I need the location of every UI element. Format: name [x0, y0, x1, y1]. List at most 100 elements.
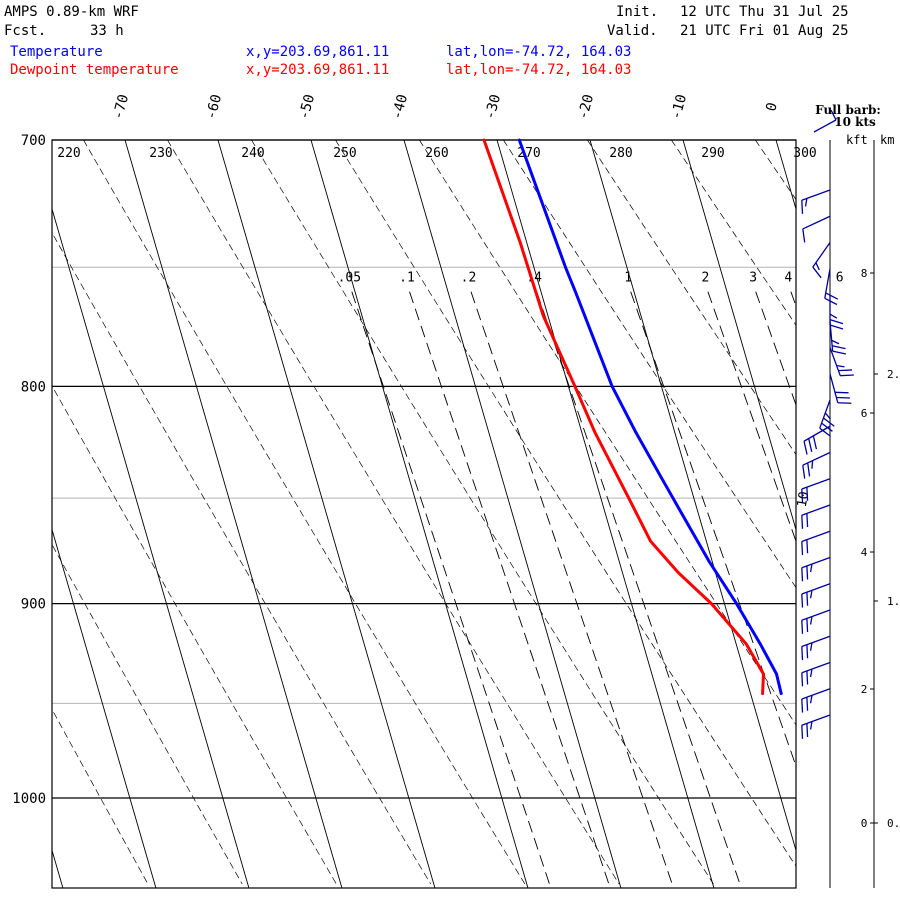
wind-barb	[802, 451, 831, 479]
isotherm--80	[52, 207, 250, 888]
mixing-ratio-label-7: 4	[784, 270, 792, 285]
temperature-label--20: -20	[575, 93, 597, 122]
mixing-ratio-6	[842, 292, 900, 888]
mixing-ratio-label-5: 2	[701, 270, 709, 285]
temperature-label--50: -50	[296, 93, 318, 122]
temperature-legend: Temperature	[10, 44, 103, 60]
adiabat-label-260: 260	[425, 146, 448, 161]
dry-adiabat-310	[839, 140, 900, 884]
dewpoint-profile	[482, 138, 765, 696]
isotherm--20	[589, 140, 796, 852]
adiabat-label-240: 240	[241, 146, 264, 161]
pressure-label-700: 700	[21, 133, 46, 149]
forecast-hour: 33 h	[90, 23, 124, 39]
isotherm--100	[52, 848, 64, 888]
wind-barb	[803, 425, 831, 455]
isotherm--10	[682, 140, 796, 532]
dewpoint-latlon: lat,lon=-74.72, 164.03	[446, 62, 632, 78]
dry-adiabat-280	[587, 140, 796, 456]
isotherm--40	[403, 140, 622, 888]
adiabat-label-250: 250	[333, 146, 356, 161]
wind-barb	[801, 635, 831, 661]
wind-barb	[801, 189, 831, 214]
temperature-label--30: -30	[482, 93, 504, 122]
wind-barb	[829, 321, 847, 355]
wind-barb	[801, 661, 831, 687]
dry-adiabat-260	[419, 140, 796, 726]
mixing-ratio-label-8: 6	[836, 270, 844, 285]
mixing-ratio-label-0: .05	[338, 270, 361, 285]
dry-adiabat-190	[52, 543, 243, 885]
barb-legend-speed: 10 kts	[834, 115, 876, 129]
pressure-label-800: 800	[21, 379, 46, 395]
temperature-label--60: -60	[203, 93, 225, 122]
wind-barb	[801, 530, 831, 556]
temperature-latlon: lat,lon=-74.72, 164.03	[446, 44, 632, 60]
dewpoint-xy: x,y=203.69,861.11	[246, 62, 390, 78]
kft-label-0: 0	[861, 817, 868, 830]
wind-barb	[801, 478, 831, 503]
plot-area	[52, 140, 900, 888]
km-label-1: 1.	[887, 595, 900, 608]
dry-adiabat-210	[52, 232, 432, 885]
isotherm-0	[775, 140, 796, 211]
wind-barb	[829, 295, 844, 330]
plot-frame	[51, 139, 797, 889]
barb-legend-title: Full barb:	[815, 103, 881, 117]
wind-barb	[801, 583, 831, 608]
mixing-ratio-4	[790, 291, 796, 308]
dewpoint-legend: Dewpoint temperature	[10, 62, 179, 78]
km-label-0: 2.	[887, 368, 900, 381]
dry-adiabat-250	[335, 140, 796, 867]
kft-label-8: 8	[861, 267, 868, 280]
dry-adiabat-230	[167, 140, 620, 885]
isotherm--70	[124, 140, 343, 888]
barb-legend-staff	[813, 119, 837, 133]
wind-barb	[819, 399, 835, 437]
wind-barb	[801, 504, 831, 529]
mixing-ratio-label-4: 1	[624, 270, 632, 285]
wind-barb	[812, 242, 831, 279]
mixing-ratio-label-1: .1	[399, 270, 415, 285]
mixing-ratio-label-6: 3	[749, 270, 757, 285]
kft-label-6: 6	[861, 407, 868, 420]
valid-label: Valid.	[607, 23, 658, 39]
isotherm--90	[52, 528, 157, 888]
pressure-label-900: 900	[21, 597, 46, 613]
adiabat-label-220: 220	[57, 146, 80, 161]
valid-time: 21 UTC Fri 01 Aug 25	[680, 23, 849, 39]
wind-barb	[801, 556, 831, 582]
wind-barb	[829, 373, 852, 404]
dry-adiabat-180	[52, 708, 149, 885]
forecast-label: Fcst.	[4, 23, 47, 39]
temperature-profile	[517, 138, 783, 696]
adiabat-label-280: 280	[609, 146, 632, 161]
isotherm--50	[310, 140, 529, 888]
mixing-ratio-1	[630, 291, 796, 768]
temperature-label-0: 0	[763, 101, 781, 113]
dry-adiabat-200	[52, 385, 337, 885]
mixing-ratio-label-2: .2	[461, 270, 477, 285]
wind-barb	[829, 347, 854, 377]
wind-barb	[801, 609, 831, 634]
dry-adiabat-270	[503, 140, 796, 589]
mixing-ratio-0.05	[351, 291, 552, 888]
adiabat-label-290: 290	[701, 146, 724, 161]
wind-barb	[802, 215, 831, 243]
isotherm--60	[217, 140, 436, 888]
temperature-label--40: -40	[389, 93, 411, 122]
init-label: Init.	[616, 4, 659, 20]
dry-adiabat-300	[755, 140, 796, 201]
temperature-label--10: -10	[668, 93, 690, 122]
mixing-ratio-label-10: 10	[795, 490, 812, 508]
isotherm--30	[496, 140, 715, 888]
barb-legend-flag	[830, 109, 837, 121]
init-time: 12 UTC Thu 31 Jul 25	[680, 4, 849, 20]
temperature-xy: x,y=203.69,861.11	[246, 44, 390, 60]
mixing-ratio-0.2	[470, 291, 674, 888]
temperature-label--70: -70	[110, 93, 132, 122]
model-title: AMPS 0.89-km WRF	[4, 4, 139, 20]
mixing-ratio-0.4	[536, 291, 742, 888]
km-label-2: 0.	[887, 817, 900, 830]
